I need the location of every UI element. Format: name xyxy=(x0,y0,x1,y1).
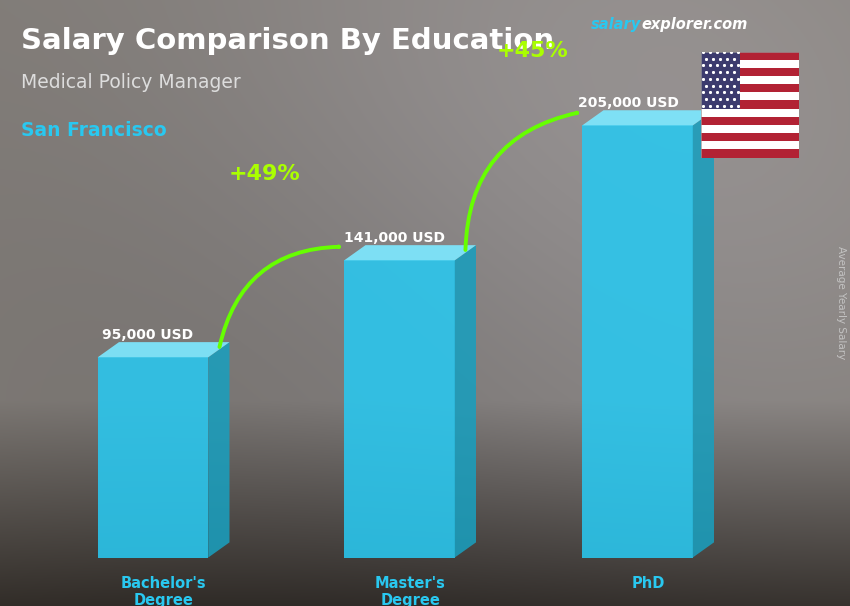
Text: +49%: +49% xyxy=(229,164,300,184)
Text: Medical Policy Manager: Medical Policy Manager xyxy=(21,73,241,92)
Bar xyxy=(701,150,799,158)
Text: explorer.com: explorer.com xyxy=(642,17,748,32)
Bar xyxy=(701,92,799,101)
Text: salary: salary xyxy=(591,17,641,32)
Polygon shape xyxy=(582,125,693,558)
Bar xyxy=(701,52,799,59)
Bar xyxy=(701,125,799,133)
Bar xyxy=(701,59,799,68)
Text: San Francisco: San Francisco xyxy=(21,121,167,140)
Bar xyxy=(701,133,799,141)
Bar xyxy=(701,68,799,76)
Text: 141,000 USD: 141,000 USD xyxy=(344,231,445,245)
Bar xyxy=(701,141,799,150)
Bar xyxy=(701,101,799,108)
Polygon shape xyxy=(98,342,230,358)
Polygon shape xyxy=(693,110,714,558)
Polygon shape xyxy=(344,261,455,558)
Bar xyxy=(701,52,740,108)
Text: +45%: +45% xyxy=(496,41,568,61)
Bar xyxy=(701,108,799,117)
Text: Bachelor's
Degree: Bachelor's Degree xyxy=(121,576,207,606)
Polygon shape xyxy=(455,245,476,558)
Text: Salary Comparison By Education: Salary Comparison By Education xyxy=(21,27,554,55)
Text: Master's
Degree: Master's Degree xyxy=(375,576,445,606)
Polygon shape xyxy=(582,110,714,125)
Polygon shape xyxy=(98,358,208,558)
Polygon shape xyxy=(208,342,230,558)
Bar xyxy=(701,76,799,84)
Polygon shape xyxy=(344,245,476,261)
Text: 205,000 USD: 205,000 USD xyxy=(578,96,679,110)
Bar xyxy=(701,84,799,92)
Text: 95,000 USD: 95,000 USD xyxy=(102,328,193,342)
Text: Average Yearly Salary: Average Yearly Salary xyxy=(836,247,846,359)
Text: PhD: PhD xyxy=(632,576,665,591)
Bar xyxy=(701,117,799,125)
